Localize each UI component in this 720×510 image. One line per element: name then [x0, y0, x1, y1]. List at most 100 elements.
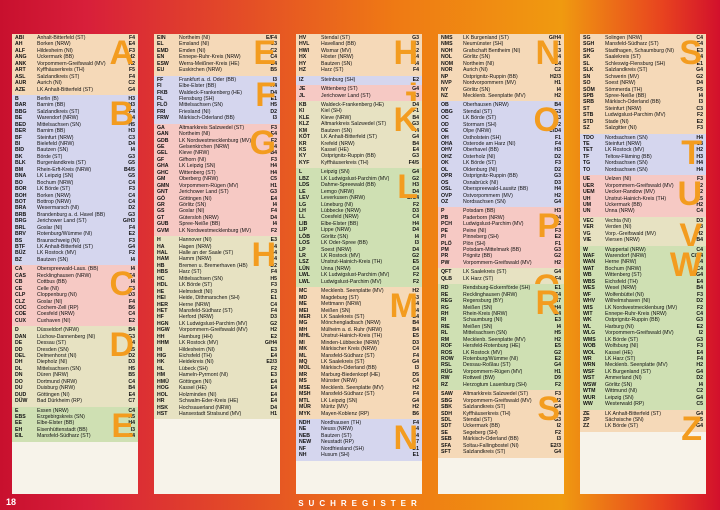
index-entry: HIG Eichsfeld (TH) E4 — [154, 353, 280, 359]
district-name: Northeim (NI) — [179, 131, 211, 138]
grid-reference: E3 — [554, 317, 561, 324]
grid-reference: H2 — [696, 362, 703, 369]
plate-code: ST — [583, 105, 590, 112]
plate-code: REG — [441, 298, 453, 305]
plate-code: BRB — [15, 211, 27, 218]
grid-reference: H3 — [554, 147, 561, 154]
index-entry: TO Nordsachsen (SN) H4 — [580, 167, 706, 173]
index-entry: FL Flensburg (SH) E1 — [154, 96, 280, 102]
index-entry: GDB LK Nordwestmecklenburg (MV) F2 — [154, 138, 280, 144]
grid-reference: E4 — [270, 353, 277, 359]
grid-reference: I4 — [414, 432, 419, 439]
plate-code: SO — [583, 80, 591, 87]
district-name: Wittenberg (ST) — [605, 272, 642, 279]
plate-code: SDH — [441, 410, 452, 417]
grid-reference: G4 — [554, 269, 561, 276]
district-name: Mittelsachsen (SN) — [179, 102, 223, 109]
grid-reference: H5 — [270, 275, 277, 282]
plate-code: SDL — [441, 416, 452, 423]
district-name: Harz (ST) — [321, 67, 344, 74]
index-entry: CA Oberspreewald-Laus. (BB) I4 — [12, 266, 138, 272]
index-column: A ABI Anhalt-Bitterfeld (ST) F4 AH Borken (NR… — [12, 34, 138, 494]
plate-code: WAF — [583, 253, 595, 259]
district-name: Elbe-Elster (BB) — [37, 420, 75, 427]
index-entry: GA Altmarkkreis Salzwedel (ST) F3 — [154, 125, 280, 131]
grid-reference: F1 — [554, 240, 561, 247]
district-name: Unstrut-Hainich-Kreis (TH) — [321, 259, 383, 266]
district-name: Ostvorpommern (MV) — [463, 192, 513, 199]
grid-reference: E2 — [696, 323, 703, 330]
index-entry: BRA Wesermarsch (NI) D2 — [12, 205, 138, 211]
district-name: Coesfeld (NRW) — [321, 214, 359, 221]
plate-code: HL — [157, 365, 164, 372]
district-name: Nordvorpommern (MV) — [463, 80, 517, 87]
grid-reference: D2 — [270, 262, 277, 269]
index-entry: BM Rhein-Erft-Kreis (NRW) B4/5 — [12, 167, 138, 173]
grid-reference: E3 — [270, 237, 277, 244]
plate-code: ESW — [157, 60, 169, 67]
grid-reference: F1 — [412, 108, 419, 115]
grid-reference: B4 — [554, 102, 561, 109]
plate-code: HST — [157, 410, 168, 417]
grid-reference: F3 — [270, 156, 277, 163]
district-name: Göttingen (NI) — [179, 195, 212, 202]
plate-code: HVL — [299, 41, 310, 48]
index-entry: BZ Bautzen (SN) I4 — [12, 257, 138, 263]
index-entry: ROW Rotenburg/Wümme (NI) E2 — [438, 356, 564, 362]
district-name: Spree-Neiße (BB) — [605, 92, 647, 99]
district-name: Potsdam-Mittelmark (BB) — [463, 247, 521, 253]
grid-reference: H4 — [270, 83, 277, 90]
grid-reference: D4 — [128, 141, 135, 147]
grid-reference: D3 — [696, 217, 703, 224]
section-letter: M — [389, 287, 418, 326]
index-entry: HSK Hochsauerland (NRW) D4 — [154, 405, 280, 411]
grid-reference: H2 — [412, 384, 419, 391]
plate-code: EIL — [15, 433, 24, 440]
grid-reference: E4 — [270, 131, 277, 138]
district-name: Stormarn (SH) — [463, 121, 497, 128]
plate-code: NVP — [441, 80, 452, 87]
grid-reference: E2 — [554, 356, 561, 362]
index-entry: PR Prignitz (BB) G2 — [438, 253, 564, 259]
district-name: Düsseldorf (NRW) — [37, 327, 79, 334]
section-letter: C — [109, 265, 134, 304]
district-name: Emsland (NI) — [179, 41, 210, 48]
plate-code: HE — [157, 288, 165, 295]
plate-code: BZ — [15, 256, 22, 263]
grid-reference: H2 — [554, 336, 561, 343]
plate-code: LÖB — [299, 233, 310, 240]
index-entry: HC Mittelsachsen (SN) H5 — [154, 276, 280, 282]
district-name: Euskirchen (NRW) — [179, 67, 222, 74]
index-entry: VER Verden (NI) E3 — [580, 224, 706, 230]
grid-reference: I4 — [414, 127, 419, 134]
grid-reference: E3 — [270, 346, 277, 353]
index-entry: HBS Harz (ST) F4 — [154, 269, 280, 275]
plate-code: BNA — [15, 173, 27, 180]
district-name: Goslar (NI) — [37, 298, 63, 305]
index-entry: LWL Ludwigslust-Parchim (MV) F2 — [296, 279, 422, 285]
section-letter: H — [251, 236, 276, 275]
district-name: Görlitz (SN) — [321, 233, 349, 240]
index-entry: OL Oldenburg (NI) D2 — [438, 167, 564, 173]
district-name: Wilhelmshaven (NI) — [605, 298, 651, 305]
index-entry: OPR Ostprignitz-Ruppin (BB) G3 — [438, 173, 564, 179]
index-entry: KLZ Altmarkkreis Salzwedel (ST) G3 — [296, 121, 422, 127]
district-name: LK Anhalt-Bitterfeld (ST) — [37, 244, 93, 250]
grid-reference: G3 — [412, 35, 419, 41]
index-entry: KY Ostprignitz-Ruppin (BB) G3 — [296, 153, 422, 159]
district-name: Grafschaft Bentheim (NI) — [463, 47, 521, 54]
grid-reference: C4 — [412, 378, 419, 385]
district-name: Goslar (NI) — [37, 224, 63, 231]
plate-code: GA — [157, 124, 165, 131]
plate-code: GS — [157, 208, 165, 215]
grid-reference: B/C4 — [407, 195, 419, 202]
grid-reference: C4 — [270, 243, 277, 250]
district-name: Ostprignitz-Ruppin (BB) — [605, 317, 660, 324]
grid-reference: E4 — [128, 41, 135, 48]
index-entry: DH Diepholz (NI) D3 — [12, 359, 138, 365]
grid-reference: B4 — [412, 301, 419, 308]
plate-code: RIE — [441, 323, 450, 330]
grid-reference: D4 — [696, 80, 703, 87]
district-name: Sömmerda (TH) — [605, 86, 643, 93]
plate-code: RE — [441, 291, 449, 298]
